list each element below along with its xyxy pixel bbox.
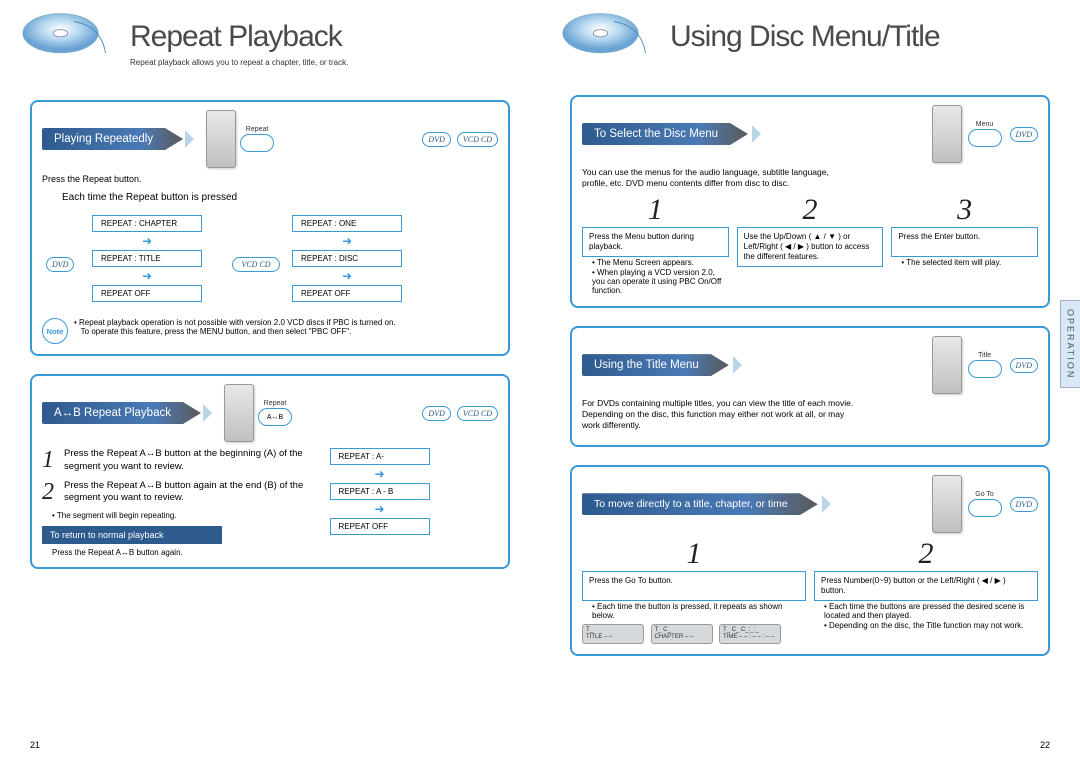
section-header: A↔B Repeat Playback [42,402,201,424]
step-text: Press the Enter button. [891,227,1038,257]
step-text: Press the Repeat A↔B button at the begin… [64,448,312,474]
bullet-text: • When playing a VCD version 2.0, you ca… [592,268,729,295]
note-text: • Repeat playback operation is not possi… [74,318,396,344]
arrow-down-icon: ➜ [292,232,402,250]
step-number: 2 [737,195,884,225]
arrow-down-icon: ➜ [92,267,202,285]
chevron-icon [735,354,750,376]
step-number: 2 [814,539,1038,569]
step-number: 1 [582,539,806,569]
page-title: Repeat Playback [130,20,342,54]
note-icon: Note [42,318,68,344]
disc-icon [560,5,650,65]
dvd-badge: DVD [1010,497,1038,512]
remote-icon [932,105,962,163]
section-title-menu: Using the Title Menu Title DVD For DVDs … [570,326,1050,447]
operation-tab: OPERATION [1060,300,1080,388]
section-ab-repeat: A↔B Repeat Playback Repeat A↔B DVD VCD C… [30,374,510,569]
remote-icon [932,475,962,533]
step-text: Use the Up/Down ( ▲ / ▼ ) or Left/Right … [737,227,884,267]
title-button-icon: Title [968,352,1002,378]
diagram-caption: Each time the Repeat button is pressed [62,192,498,203]
chevron-icon [754,123,769,145]
section-playing-repeatedly: Playing Repeatedly Repeat DVD VCD CD Pre… [30,100,510,356]
step-text: Press the Repeat A↔B button again at the… [64,480,312,506]
page-left: Repeat Playback Repeat playback allows y… [0,0,540,762]
bullet-text: • The selected item will play. [901,258,1038,267]
page-subtitle: Repeat playback allows you to repeat a c… [130,58,348,67]
step-number: 1 [42,448,58,474]
repeat-state: REPEAT : A - B [330,483,430,500]
section-header: Using the Title Menu [582,354,729,376]
instruction-text: Press the Repeat button. [42,174,498,184]
chevron-icon [187,128,202,150]
dvd-badge: DVD [422,132,450,147]
section-goto: To move directly to a title, chapter, or… [570,465,1050,656]
page-number: 21 [30,740,40,750]
remote-icon [224,384,254,442]
page-right: Using Disc Menu/Title To Select the Disc… [540,0,1080,762]
dvd-badge: DVD [422,406,450,421]
disc-icon [20,5,110,65]
remote-icon [932,336,962,394]
repeat-button-icon: Repeat [240,126,274,152]
page-number: 22 [1040,740,1050,750]
remote-icon [206,110,236,168]
section-disc-menu: To Select the Disc Menu Menu DVD You can… [570,95,1050,308]
bullet-text: • The Menu Screen appears. [592,258,729,267]
repeat-state: REPEAT OFF [92,285,202,302]
chevron-icon [824,493,839,515]
arrow-down-icon: ➜ [330,465,430,483]
lcd-display: T_ C_ C_:_:_TIME – – : – – : – – [719,624,781,644]
step-number: 2 [42,480,58,506]
description-text: For DVDs containing multiple titles, you… [582,398,856,431]
repeat-state: REPEAT OFF [292,285,402,302]
dvd-badge: DVD [1010,358,1038,373]
chevron-icon [205,402,220,424]
bullet-text: • Each time the button is pressed, it re… [592,602,806,620]
step-text: Press Number(0~9) button or the Left/Rig… [814,571,1038,601]
repeat-ab-button-icon: Repeat A↔B [258,400,292,426]
section-header: To move directly to a title, chapter, or… [582,493,818,515]
arrow-down-icon: ➜ [292,267,402,285]
section-header: Playing Repeatedly [42,128,183,150]
repeat-state: REPEAT OFF [330,518,430,535]
arrow-down-icon: ➜ [92,232,202,250]
lcd-display: T_TITLE – – [582,624,644,644]
dvd-badge: DVD [1010,127,1038,142]
description-text: You can use the menus for the audio lang… [582,167,856,189]
repeat-state: REPEAT : TITLE [92,250,202,267]
repeat-state: REPEAT : CHAPTER [92,215,202,232]
return-header: To return to normal playback [42,526,222,544]
dvd-badge: DVD [46,257,74,272]
step-text: Press the Go To button. [582,571,806,601]
arrow-down-icon: ➜ [330,500,430,518]
bullet-text: • Depending on the disc, the Title funct… [824,621,1038,630]
return-text: Press the Repeat A↔B button again. [52,548,312,557]
repeat-state: REPEAT : DISC [292,250,402,267]
page-title: Using Disc Menu/Title [670,20,940,54]
bullet-text: • The segment will begin repeating. [52,511,312,520]
step-text: Press the Menu button during playback. [582,227,729,257]
vcd-cd-badge: VCD CD [457,132,498,147]
step-number: 1 [582,195,729,225]
bullet-text: • Each time the buttons are pressed the … [824,602,1038,620]
section-header: To Select the Disc Menu [582,123,748,145]
repeat-state: REPEAT : ONE [292,215,402,232]
vcd-cd-badge: VCD CD [232,257,280,272]
goto-button-icon: Go To [968,491,1002,517]
vcd-cd-badge: VCD CD [457,406,498,421]
step-number: 3 [891,195,1038,225]
repeat-state: REPEAT : A- [330,448,430,465]
menu-button-icon: Menu [968,121,1002,147]
lcd-display: T_ C_CHAPTER – – [651,624,713,644]
